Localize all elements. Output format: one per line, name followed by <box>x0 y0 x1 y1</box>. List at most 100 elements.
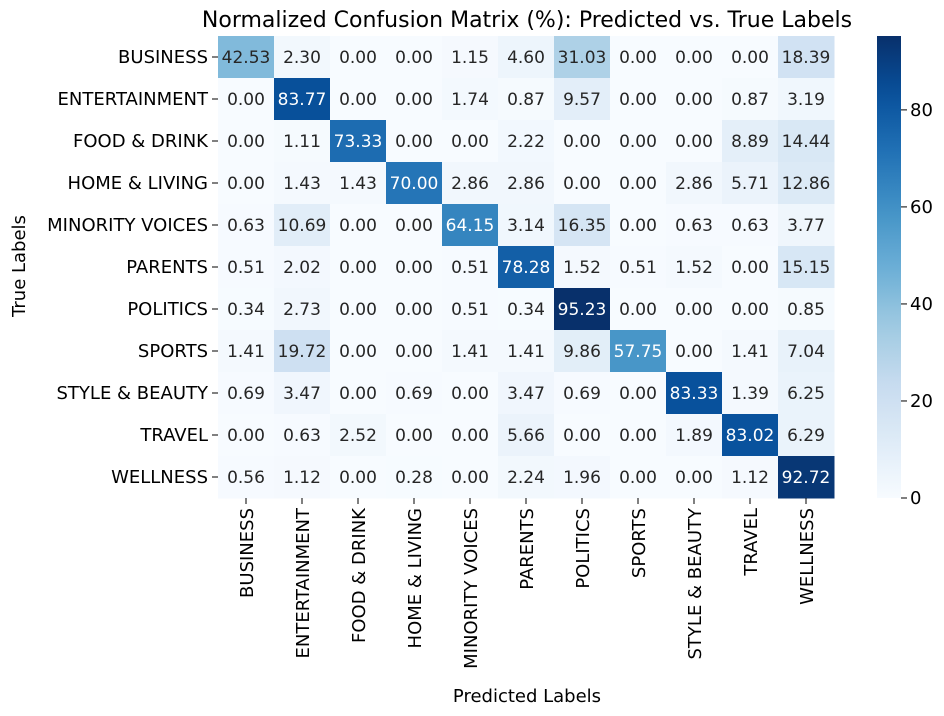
heatmap-cell <box>218 246 275 289</box>
heatmap-cell <box>666 414 723 457</box>
x-tick-label: WELLNESS <box>797 508 818 605</box>
cell-value-label: 1.43 <box>339 174 377 194</box>
heatmap-cell-labels: 42.53 2.30 0.00 0.00 1.15 4.60 31.03 0.00 0.00 0.… <box>222 48 831 488</box>
y-tick-label: MINORITY VOICES <box>47 215 208 236</box>
heatmap-cell <box>722 456 779 499</box>
y-tick-label: SPORTS <box>138 341 208 362</box>
x-axis-label: Predicted Labels <box>453 686 601 707</box>
cell-value-label: 0.85 <box>787 300 825 320</box>
heatmap-cell <box>666 120 723 163</box>
heatmap-cell <box>442 204 499 247</box>
cell-value-label: 0.00 <box>451 468 489 488</box>
cell-value-label: 4.60 <box>507 48 545 68</box>
heatmap-cell <box>666 372 723 415</box>
cell-value-label: 1.74 <box>451 90 489 110</box>
heatmap-cell <box>274 288 331 331</box>
heatmap-cell <box>778 78 835 121</box>
heatmap-cell <box>330 78 387 121</box>
heatmap-cell <box>330 456 387 499</box>
y-tick-label: STYLE & BEAUTY <box>57 383 210 404</box>
heatmap-cell <box>442 372 499 415</box>
cell-value-label: 1.41 <box>507 342 545 362</box>
heatmap-cell <box>218 288 275 331</box>
cell-value-label: 0.00 <box>619 216 657 236</box>
cell-value-label: 83.02 <box>726 426 775 446</box>
heatmap-cell <box>386 330 443 373</box>
cell-value-label: 1.41 <box>451 342 489 362</box>
cell-value-label: 3.19 <box>787 90 825 110</box>
y-axis-label: True Labels <box>9 215 30 318</box>
y-tick-label: FOOD & DRINK <box>73 131 209 152</box>
heatmap-cell <box>498 36 555 79</box>
cell-value-label: 2.86 <box>507 174 545 194</box>
y-tick-label: PARENTS <box>126 257 208 278</box>
heatmap-cell <box>498 162 555 205</box>
heatmap-cell <box>442 246 499 289</box>
cell-value-label: 0.00 <box>619 468 657 488</box>
y-tick-label: POLITICS <box>127 299 208 320</box>
heatmap-cell <box>386 246 443 289</box>
cell-value-label: 83.77 <box>278 90 327 110</box>
heatmap-cell <box>610 246 667 289</box>
cell-value-label: 0.00 <box>339 384 377 404</box>
cell-value-label: 0.00 <box>451 384 489 404</box>
cell-value-label: 0.00 <box>451 132 489 152</box>
cell-value-label: 1.39 <box>731 384 769 404</box>
cell-value-label: 0.00 <box>619 132 657 152</box>
x-tick-label: POLITICS <box>573 508 594 589</box>
cell-value-label: 9.86 <box>563 342 601 362</box>
heatmap-cell <box>778 120 835 163</box>
cell-value-label: 1.96 <box>563 468 601 488</box>
heatmap-cell <box>274 120 331 163</box>
heatmap-cell <box>778 36 835 79</box>
cell-value-label: 1.12 <box>283 468 321 488</box>
cell-value-label: 0.56 <box>227 468 265 488</box>
colorbar-tick-label: 80 <box>910 100 933 121</box>
heatmap-cell <box>666 288 723 331</box>
heatmap-cell <box>498 372 555 415</box>
heatmap-cell <box>498 330 555 373</box>
cell-value-label: 16.35 <box>558 216 607 236</box>
chart-title: Normalized Confusion Matrix (%): Predict… <box>202 8 852 33</box>
heatmap-cell <box>610 414 667 457</box>
cell-value-label: 0.00 <box>619 300 657 320</box>
x-tick-label: HOME & LIVING <box>405 508 426 648</box>
cell-value-label: 0.00 <box>675 300 713 320</box>
cell-value-label: 2.02 <box>283 258 321 278</box>
heatmap-cell <box>218 162 275 205</box>
cell-value-label: 1.11 <box>283 132 321 152</box>
cell-value-label: 0.00 <box>395 216 433 236</box>
heatmap-cell <box>498 414 555 457</box>
cell-value-label: 0.63 <box>675 216 713 236</box>
cell-value-label: 0.00 <box>451 426 489 446</box>
cell-value-label: 3.47 <box>283 384 321 404</box>
heatmap-cell <box>442 162 499 205</box>
heatmap-cell <box>666 456 723 499</box>
heatmap-cell <box>554 36 611 79</box>
heatmap-cell <box>274 78 331 121</box>
y-tick-label: HOME & LIVING <box>68 173 208 194</box>
cell-value-label: 0.00 <box>619 384 657 404</box>
cell-value-label: 14.44 <box>782 132 831 152</box>
cell-value-label: 1.41 <box>227 342 265 362</box>
heatmap-cell <box>442 288 499 331</box>
heatmap-cell <box>610 456 667 499</box>
heatmap-cell <box>722 288 779 331</box>
colorbar-tick-label: 20 <box>910 391 933 412</box>
cell-value-label: 0.00 <box>395 342 433 362</box>
cell-value-label: 0.00 <box>227 426 265 446</box>
heatmap-cell <box>386 456 443 499</box>
heatmap-cell <box>778 372 835 415</box>
cell-value-label: 1.12 <box>731 468 769 488</box>
heatmap-cell <box>722 120 779 163</box>
heatmap-cells <box>218 36 835 499</box>
cell-value-label: 0.00 <box>675 48 713 68</box>
x-tick-label: SPORTS <box>629 508 650 578</box>
heatmap-cell <box>218 78 275 121</box>
heatmap-cell <box>610 288 667 331</box>
heatmap-cell <box>330 204 387 247</box>
cell-value-label: 0.00 <box>339 48 377 68</box>
heatmap-cell <box>554 414 611 457</box>
heatmap-cell <box>722 36 779 79</box>
cell-value-label: 0.00 <box>339 258 377 278</box>
